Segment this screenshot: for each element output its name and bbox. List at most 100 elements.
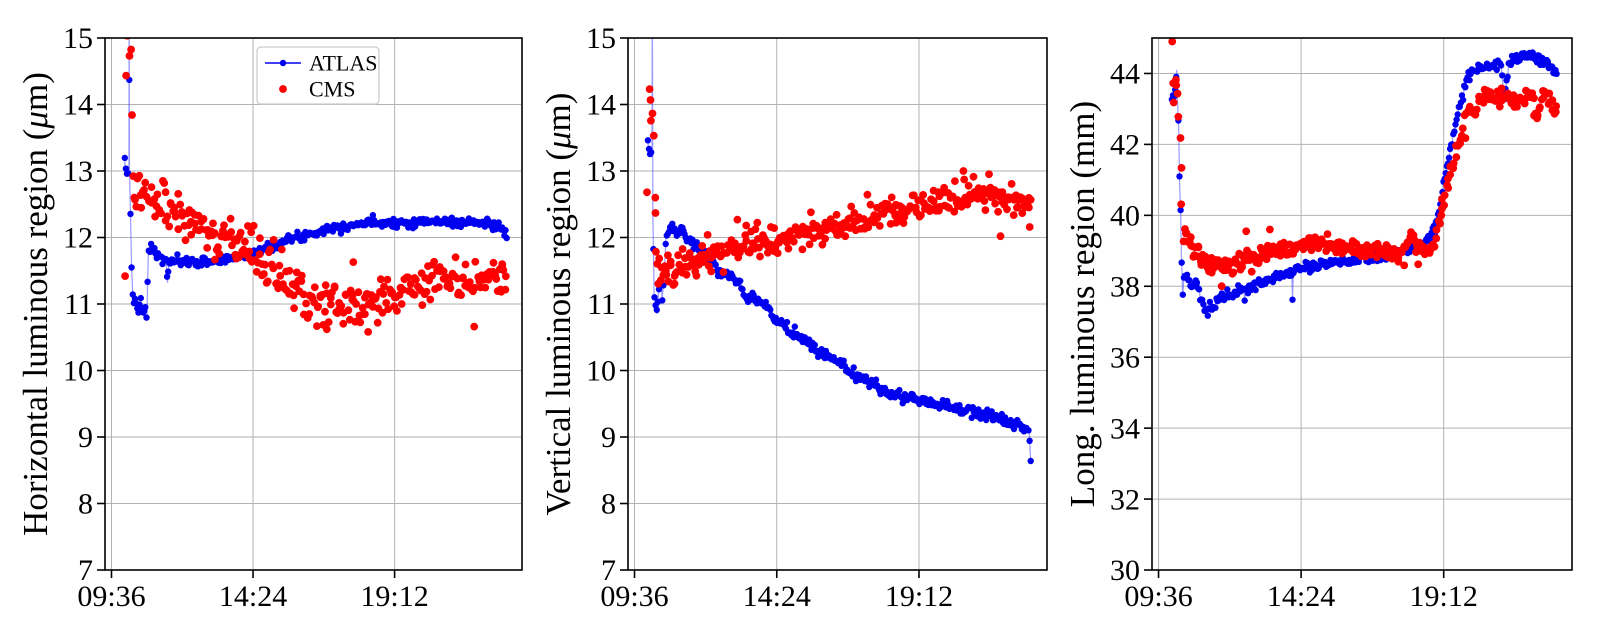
cms-point <box>446 284 455 293</box>
cms-point <box>157 209 165 218</box>
cms-point <box>1452 153 1461 162</box>
legend-label-atlas: ATLAS <box>309 50 377 75</box>
tick-marks <box>97 37 396 578</box>
atlas-point <box>127 210 134 218</box>
cms-point <box>959 167 968 175</box>
y-tick-label: 44 <box>1110 58 1140 91</box>
cms-point <box>652 247 660 256</box>
atlas-point <box>1453 116 1460 123</box>
cms-point <box>349 258 358 266</box>
cms-point <box>996 232 1005 241</box>
cms-point <box>980 197 989 205</box>
cms-point <box>950 207 959 216</box>
cms-point <box>203 244 212 252</box>
y-tick-label: 9 <box>78 421 93 454</box>
cms-point <box>255 250 264 259</box>
cms-point <box>1461 134 1470 143</box>
cms-point <box>662 266 670 275</box>
cms-point <box>382 299 391 307</box>
cms-point <box>470 322 479 331</box>
atlas-point <box>1452 121 1459 128</box>
cms-point <box>1025 203 1033 212</box>
cms-point <box>692 271 701 280</box>
atlas-point <box>1193 279 1201 286</box>
cms-point <box>492 275 501 283</box>
atlas-point <box>872 376 880 383</box>
cms-point <box>1400 261 1409 270</box>
atlas-point <box>1183 271 1191 278</box>
cms-point <box>187 230 196 239</box>
atlas-point <box>811 341 818 349</box>
cms-point <box>245 247 254 256</box>
cms-point <box>137 203 146 212</box>
cms-point <box>703 231 712 239</box>
atlas-point <box>791 323 798 330</box>
cms-point <box>313 322 321 330</box>
cms-point <box>925 207 934 216</box>
atlas-point <box>1200 301 1207 308</box>
cms-point <box>666 261 675 270</box>
cms-point <box>1440 201 1448 210</box>
cms-point <box>380 282 388 291</box>
x-tick-label: 09:36 <box>600 580 668 613</box>
atlas-point <box>659 297 666 304</box>
y-tick-label: 10 <box>586 355 616 388</box>
cms-point <box>1458 124 1467 133</box>
atlas-point <box>1493 66 1501 74</box>
cms-point <box>249 221 258 230</box>
cms-point <box>289 291 298 300</box>
cms-point <box>773 249 782 257</box>
cms-point <box>753 218 762 227</box>
atlas-point <box>1289 296 1296 303</box>
cms-point <box>211 229 219 238</box>
cms-point <box>128 111 136 119</box>
cms-point <box>1285 240 1294 249</box>
cms-point <box>991 199 999 208</box>
atlas-point <box>644 137 652 144</box>
cms-point <box>919 191 927 199</box>
cms-point <box>1437 211 1446 220</box>
cms-point <box>190 219 199 228</box>
cms-point <box>863 190 872 199</box>
y-tick-label: 36 <box>1110 341 1140 374</box>
atlas-point <box>174 251 181 258</box>
atlas-point <box>651 294 658 301</box>
cms-point <box>1238 263 1246 271</box>
cms-point <box>269 264 278 273</box>
cms-point <box>122 71 130 80</box>
cms-point <box>428 271 436 280</box>
cms-point <box>465 278 474 286</box>
cms-point <box>324 318 333 326</box>
cms-point <box>1552 102 1561 110</box>
atlas-point <box>1176 173 1183 180</box>
cms-point <box>1173 89 1182 98</box>
cms-point <box>326 300 335 309</box>
cms-point <box>864 223 873 232</box>
cms-point <box>337 302 346 310</box>
cms-point <box>951 177 959 186</box>
cms-point <box>379 290 388 298</box>
cms-point <box>649 131 658 140</box>
gridlines <box>628 37 1047 571</box>
cms-point <box>1533 111 1542 120</box>
y-tick-label: 7 <box>78 554 93 587</box>
atlas-point <box>198 262 205 269</box>
cms-point <box>397 300 406 308</box>
cms-point <box>682 270 691 279</box>
atlas-point <box>503 234 510 242</box>
cms-point <box>226 214 235 223</box>
cms-point <box>681 254 689 263</box>
y-tick-label: 8 <box>78 488 93 521</box>
atlas-point <box>369 212 377 219</box>
atlas-point <box>1454 111 1461 118</box>
cms-point <box>275 261 284 270</box>
cms-point <box>1430 242 1439 251</box>
cms-point <box>969 172 978 181</box>
cms-point <box>174 225 183 234</box>
cms-point <box>1174 112 1183 121</box>
cms-point <box>818 240 827 249</box>
cms-point <box>1194 242 1203 251</box>
cms-point <box>1192 252 1201 261</box>
cms-point <box>678 245 687 253</box>
tick-labels: 7 8 9 10 11 12 13 14 15 09:36 14:24 19:12 <box>63 22 429 613</box>
